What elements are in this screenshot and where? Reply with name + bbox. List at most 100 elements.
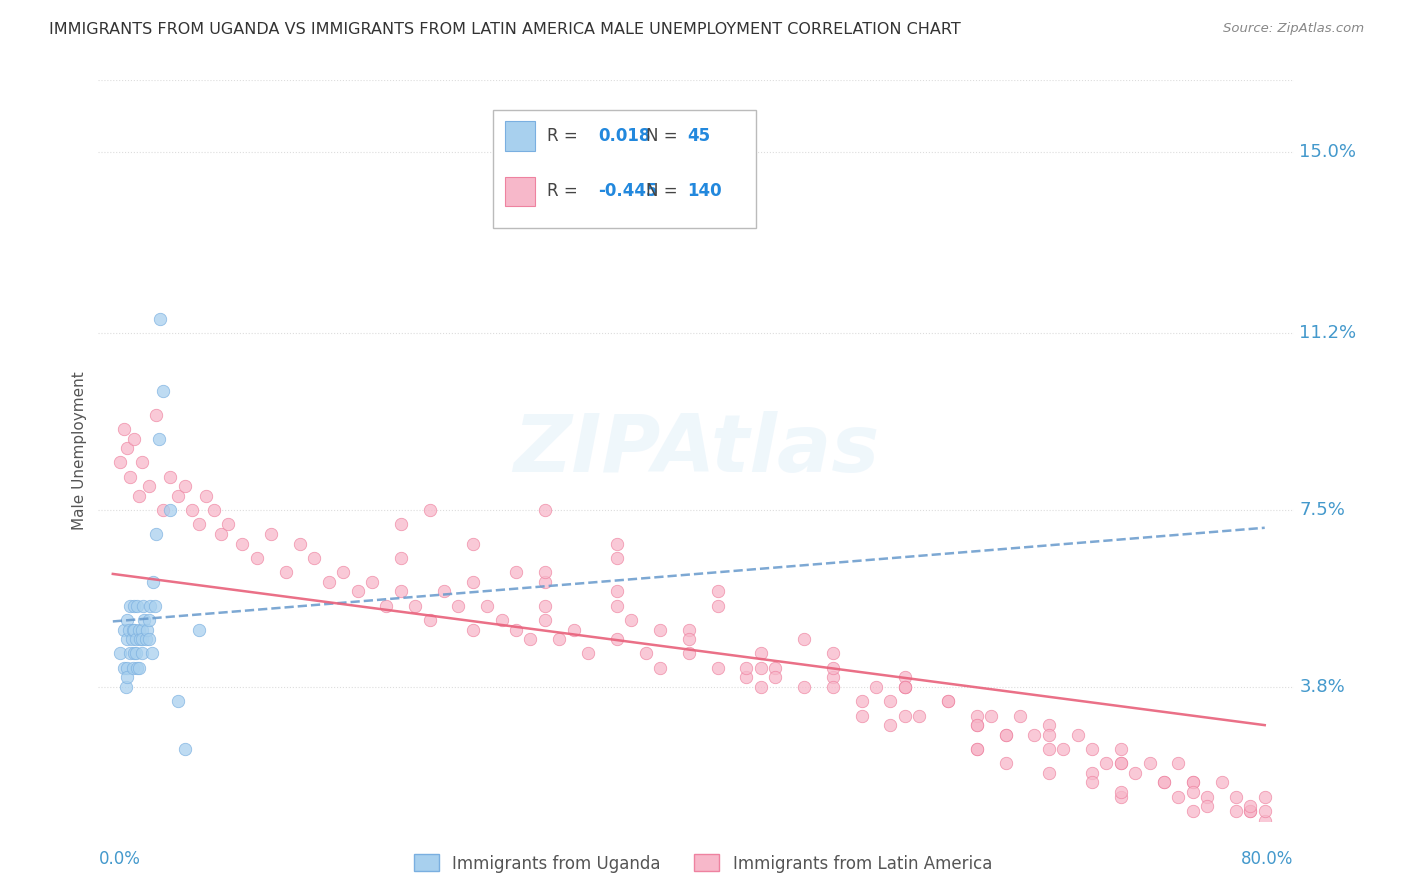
Point: [120, 469, 142, 483]
Point: [112, 661, 135, 675]
Point: [620, 613, 643, 627]
Point: [966, 718, 988, 732]
Point: [108, 647, 131, 661]
Point: [851, 694, 873, 708]
Point: [128, 623, 150, 637]
Point: [477, 599, 499, 613]
Point: [166, 694, 188, 708]
Point: [129, 632, 152, 647]
Point: [159, 503, 181, 517]
Point: [159, 469, 181, 483]
Point: [138, 632, 160, 647]
Point: [125, 632, 148, 647]
Point: [125, 647, 148, 661]
Point: [893, 680, 915, 694]
Point: [127, 661, 149, 675]
Point: [115, 441, 138, 455]
Point: [606, 584, 628, 599]
Point: [127, 599, 149, 613]
Point: [678, 623, 700, 637]
Point: [706, 661, 728, 675]
Point: [138, 613, 160, 627]
Point: [461, 536, 484, 550]
Point: [1038, 765, 1060, 780]
Point: [1066, 728, 1088, 742]
Point: [139, 599, 162, 613]
Point: [879, 694, 901, 708]
Text: 80.0%: 80.0%: [1241, 850, 1294, 868]
Point: [865, 680, 887, 694]
Text: R =: R =: [547, 182, 582, 201]
Point: [1254, 789, 1277, 804]
Point: [132, 599, 155, 613]
Point: [173, 742, 195, 756]
Point: [202, 503, 225, 517]
Point: [908, 708, 931, 723]
Point: [893, 670, 915, 684]
Point: [114, 680, 136, 694]
Point: [562, 623, 585, 637]
Point: [118, 623, 141, 637]
Point: [994, 728, 1017, 742]
Point: [879, 718, 901, 732]
Point: [533, 566, 555, 580]
Point: [793, 680, 815, 694]
Point: [209, 527, 232, 541]
Point: [749, 647, 772, 661]
Point: [152, 384, 174, 398]
Point: [108, 455, 131, 469]
Point: [606, 599, 628, 613]
Point: [678, 632, 700, 647]
Point: [131, 647, 153, 661]
Point: [274, 566, 297, 580]
Point: [1095, 756, 1118, 771]
Text: 15.0%: 15.0%: [1299, 143, 1357, 161]
Point: [145, 527, 167, 541]
Point: [606, 550, 628, 565]
Point: [419, 503, 441, 517]
Text: 7.5%: 7.5%: [1299, 501, 1346, 519]
Point: [461, 623, 484, 637]
Point: [112, 422, 135, 436]
Point: [173, 479, 195, 493]
Point: [1197, 789, 1219, 804]
Text: 0.0%: 0.0%: [98, 850, 141, 868]
Point: [576, 647, 599, 661]
Point: [1153, 775, 1175, 789]
Point: [893, 708, 915, 723]
Point: [1254, 804, 1277, 818]
Text: N =: N =: [645, 182, 683, 201]
Point: [793, 632, 815, 647]
Point: [152, 503, 174, 517]
Point: [735, 661, 758, 675]
Y-axis label: Male Unemployment: Male Unemployment: [72, 371, 87, 530]
Point: [980, 708, 1002, 723]
Point: [749, 680, 772, 694]
Point: [134, 613, 156, 627]
Point: [1239, 804, 1261, 818]
Text: -0.445: -0.445: [598, 182, 658, 201]
Legend: Immigrants from Uganda, Immigrants from Latin America: Immigrants from Uganda, Immigrants from …: [408, 847, 998, 880]
Point: [433, 584, 456, 599]
Point: [966, 708, 988, 723]
Point: [389, 517, 412, 532]
Point: [1081, 742, 1104, 756]
Point: [519, 632, 541, 647]
Point: [1211, 775, 1233, 789]
Point: [115, 661, 138, 675]
Point: [821, 670, 844, 684]
Point: [124, 647, 146, 661]
Point: [533, 599, 555, 613]
Point: [181, 503, 204, 517]
Point: [648, 661, 671, 675]
Point: [533, 503, 555, 517]
Point: [124, 432, 146, 446]
Point: [678, 647, 700, 661]
Text: ZIPAtlas: ZIPAtlas: [513, 411, 879, 490]
Point: [1081, 775, 1104, 789]
Point: [447, 599, 470, 613]
Point: [1181, 775, 1204, 789]
Point: [1153, 775, 1175, 789]
Point: [994, 756, 1017, 771]
Point: [142, 574, 165, 589]
